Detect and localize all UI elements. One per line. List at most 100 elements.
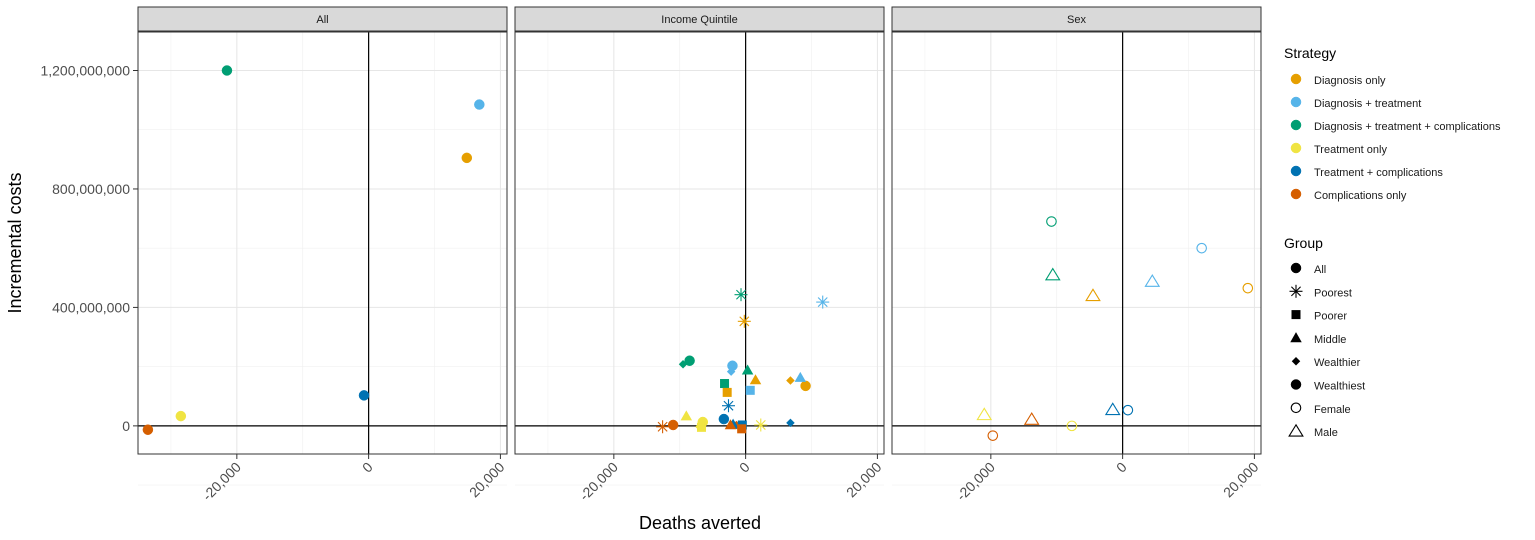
legend-label: Diagnosis + treatment + complications [1314,121,1501,133]
data-point-treatment-complications-wealthiest [718,413,730,425]
data-points [976,216,1254,441]
x-tick-label: 20,000 [1220,459,1262,501]
data-point-treatment-complications-wealthier [786,418,795,428]
legend-shape [1290,262,1302,274]
legend-swatch [1290,165,1302,177]
data-point-diagnosis-treatment-complications-female [1046,216,1057,227]
y-tick-label: 1,200,000,000 [40,62,130,78]
facet-strip-label: Sex [1067,14,1086,26]
legend-item-poorest: Poorest [1289,284,1352,299]
data-point-diagnosis-treatment-complications-wealthier [678,360,688,369]
x-axes: -20,000 0 20,000 -20,000 0 20,000 -20,000 0 20,0… [199,454,1262,504]
data-point-complications-only-poorer [737,424,747,434]
legend-label: Treatment + complications [1314,167,1443,179]
x-tick-label: -20,000 [199,459,244,504]
data-point-diagnosis-only-wealthiest [800,380,811,392]
legend-label: Diagnosis only [1314,75,1386,87]
legend-label: Female [1314,404,1351,416]
y-axis-label: Incremental costs [5,172,25,313]
data-point-complications-only-poorest [656,420,670,434]
legend-label: Treatment only [1314,144,1387,156]
data-point-diagnosis-only-poorest [737,314,751,328]
legend-item-all: All [1290,262,1326,276]
data-point-diagnosis-only-wealthier [786,376,795,385]
x-axis-label: Deaths averted [639,513,761,533]
panel-border [891,31,1262,455]
legend-item-wealthier: Wealthier [1291,356,1361,369]
data-point-treatment-only-poorer [696,422,706,432]
plot-area [515,32,884,454]
data-point-diagnosis-only-female [1242,282,1254,294]
data-point-diagnosis-treatment-complications-poorest [734,288,748,302]
x-tick-label: 0 [359,459,376,476]
data-point-diagnosis-treatment-middle [794,371,807,382]
data-point-diagnosis-treatment-male [1144,274,1161,287]
x-tick-label: 20,000 [843,459,885,501]
data-point-complications-only-male [1023,412,1040,425]
data-point-diagnosis-treatment-poorer [745,385,755,395]
legend-swatch [1290,119,1302,131]
data-point-treatment-complications-poorest [721,399,735,413]
data-point-complications-only-female [987,430,999,441]
legend-label: Diagnosis + treatment [1314,98,1421,110]
data-point-diagnosis-treatment-wealthier [726,367,736,376]
data-point-diagnosis-treatment-complications-middle [741,364,754,375]
legend-swatch [1290,73,1302,85]
facet-panel-sex: Sex [891,6,1262,486]
data-points [656,288,830,434]
data-point-complications-only-all [142,424,154,435]
facet-panels: All Income Quintile Sex [137,6,1262,486]
legend-label: Poorer [1314,311,1347,323]
data-point-diagnosis-only-poorer [722,387,732,397]
data-point-treatment-only-poorest [754,418,768,432]
facet-strip [137,6,508,32]
panel-border [137,31,508,455]
data-points [142,65,485,435]
legend-title-strategy: Strategy [1284,45,1336,61]
legend-shape [1289,284,1303,298]
legend-title-group: Group [1284,235,1323,251]
legend-swatch [1290,96,1302,108]
legend-label: All [1314,264,1326,276]
data-point-treatment-complications-female [1122,404,1134,416]
facet-strip [514,6,885,32]
x-tick-label: 0 [1113,459,1130,476]
data-point-diagnosis-treatment-poorest [816,295,830,309]
legend-swatch [1290,188,1302,200]
legend-item-treatment-only: Treatment only [1290,142,1387,156]
data-point-diagnosis-only-middle [749,374,762,385]
y-axis: 0 400,000,000 800,000,000 1,200,000,000 [40,62,138,434]
data-point-treatment-only-middle [680,410,693,421]
legend-label: Poorest [1314,287,1352,299]
legend: Strategy Diagnosis only Diagnosis + treat… [1284,45,1501,439]
legend-label: Complications only [1314,190,1407,202]
legend-label: Wealthiest [1314,381,1365,393]
data-point-treatment-complications-male [1104,402,1121,416]
x-tick-label: 20,000 [466,459,508,501]
legend-shape [1290,332,1302,343]
panel-border [514,31,885,455]
data-point-treatment-only-all [175,410,187,422]
data-point-diagnosis-treatment-complications-male [1044,267,1061,281]
y-tick-label: 800,000,000 [52,181,130,197]
data-point-complications-only-wealthiest [667,419,679,431]
data-point-complications-only-middle [724,419,737,430]
data-point-diagnosis-treatment-complications-wealthiest [684,355,695,366]
legend-label: Middle [1314,334,1346,346]
legend-group-entries: All Poorest Poorer Middle Wealthier Wealthies… [1288,262,1365,439]
y-tick-label: 400,000,000 [52,299,130,315]
legend-item-diagnosis-treatment: Diagnosis + treatment [1290,96,1421,110]
legend-swatch [1290,142,1302,154]
data-point-treatment-only-male [976,407,993,421]
data-point-diagnosis-treatment-all [474,99,485,110]
x-tick-label: -20,000 [953,459,998,504]
plot-area [892,32,1261,454]
data-point-treatment-only-female [1066,420,1078,432]
data-point-diagnosis-treatment-complications-all [221,65,233,76]
data-point-treatment-complications-all [358,390,370,401]
legend-strategy-entries: Diagnosis only Diagnosis + treatment Diagn… [1290,73,1501,202]
legend-label: Wealthier [1314,357,1361,369]
legend-shape [1291,310,1301,320]
data-point-diagnosis-treatment-complications-poorer [720,379,730,389]
